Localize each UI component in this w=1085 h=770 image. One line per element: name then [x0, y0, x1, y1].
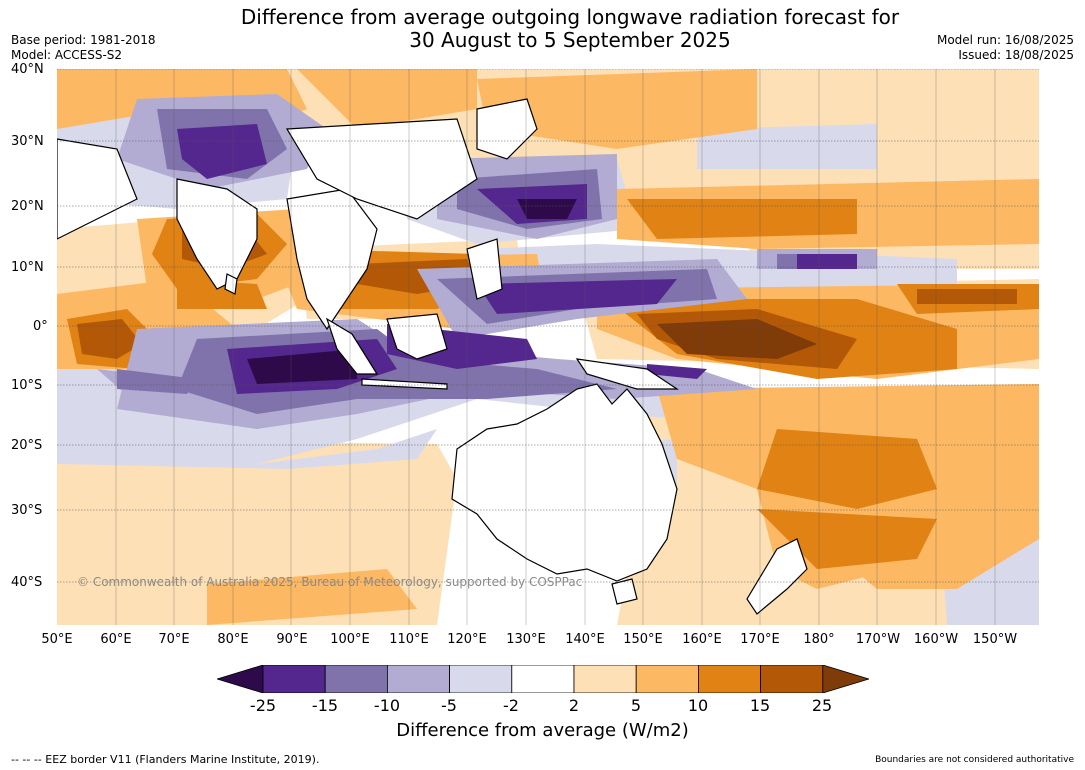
lon-label-130e: 130°E — [506, 632, 546, 647]
indochina-outline — [286, 188, 378, 331]
lat-label-40s: 40°S — [11, 575, 43, 590]
colorbar-tick: -5 — [441, 696, 457, 715]
lat-label-30s: 30°S — [11, 503, 43, 518]
colorbar-tick: 10 — [687, 696, 709, 715]
lon-label-170e: 170°E — [740, 632, 780, 647]
java-outline — [361, 378, 448, 390]
colorbar-cell — [511, 665, 575, 693]
lat-label-eq: 0° — [33, 319, 48, 334]
colorbar-cell — [573, 665, 637, 693]
lat-label-20n: 20°N — [11, 199, 44, 214]
lat-label-20s: 20°S — [11, 438, 43, 453]
colorbar-tick: -25 — [249, 696, 277, 715]
lon-label-150e: 150°E — [623, 632, 663, 647]
anomaly-below-minus25 — [247, 199, 577, 384]
lon-label-160w: 160°W — [913, 632, 959, 647]
model-text: Model: ACCESS-S2 — [11, 48, 123, 62]
colorbar-cell — [635, 665, 699, 693]
copyright-notice: © Commonwealth of Australia 2025, Bureau… — [77, 575, 583, 589]
colorbar-tick: -2 — [503, 696, 519, 715]
map-title-line2: 30 August to 5 September 2025 — [409, 28, 731, 52]
colorbar — [217, 665, 869, 693]
colorbar-tick: 25 — [811, 696, 833, 715]
colorbar-tick: -15 — [311, 696, 339, 715]
sumatra-outline — [325, 317, 379, 375]
lon-label-140e: 140°E — [565, 632, 605, 647]
colorbar-label: Difference from average (W/m2) — [396, 720, 689, 741]
colorbar-extend-low — [217, 665, 264, 693]
new-guinea-outline — [575, 358, 679, 390]
colorbar-cells — [217, 665, 869, 693]
base-period-text: Base period: 1981-2018 — [11, 33, 156, 47]
lon-label-170w: 170°W — [855, 632, 901, 647]
lon-label-160e: 160°E — [682, 632, 722, 647]
olr-anomaly-map — [57, 69, 1039, 625]
lat-label-40n: 40°N — [11, 62, 44, 77]
boundaries-disclaimer: Boundaries are not considered authoritat… — [875, 755, 1074, 765]
lon-label-100e: 100°E — [330, 632, 370, 647]
lon-label-120e: 120°E — [447, 632, 487, 647]
colorbar-cell — [386, 665, 450, 693]
meta-right: Model run: 16/08/2025 Issued: 18/08/2025 — [937, 33, 1074, 63]
landmass-outlines — [57, 98, 808, 615]
meridians — [115, 69, 996, 625]
sri-lanka-outline — [224, 273, 238, 295]
issued-text: Issued: 18/08/2025 — [958, 48, 1074, 62]
arabia-outline — [57, 138, 138, 240]
lon-label-50e: 50°E — [41, 632, 73, 647]
colorbar-cell — [324, 665, 388, 693]
lat-label-30n: 30°N — [11, 134, 44, 149]
lon-label-70e: 70°E — [158, 632, 190, 647]
new-zealand-outline — [746, 538, 808, 615]
lon-label-60e: 60°E — [100, 632, 132, 647]
china-outline — [285, 118, 478, 220]
model-run-text: Model run: 16/08/2025 — [936, 33, 1074, 47]
anomaly-above-25 — [657, 319, 817, 359]
colorbar-cell — [262, 665, 326, 693]
colorbar-cell — [449, 665, 513, 693]
lat-label-10s: 10°S — [11, 378, 43, 393]
tasmania-outline — [611, 578, 638, 605]
philippines-outline — [466, 238, 503, 300]
lon-label-90e: 90°E — [276, 632, 308, 647]
colorbar-tick: 5 — [630, 696, 642, 715]
lat-label-10n: 10°N — [11, 260, 44, 275]
colorbar-tick: 2 — [568, 696, 580, 715]
australia-outline — [451, 383, 678, 582]
meta-left: Base period: 1981-2018 Model: ACCESS-S2 — [11, 33, 156, 63]
colorbar-tick: 15 — [749, 696, 771, 715]
borneo-outline — [386, 313, 448, 360]
eez-border-note: -- -- -- EEZ border V11 (Flanders Marine… — [11, 753, 320, 766]
colorbar-tick: -10 — [373, 696, 401, 715]
colorbar-cell — [697, 665, 761, 693]
lon-label-80e: 80°E — [217, 632, 249, 647]
lon-label-110e: 110°E — [389, 632, 429, 647]
korea-japan-outline — [476, 98, 538, 160]
colorbar-cell — [760, 665, 824, 693]
lon-label-180: 180° — [803, 632, 835, 647]
map-title-line1: Difference from average outgoing longwav… — [240, 5, 900, 29]
lon-label-150w: 150°W — [972, 632, 1018, 647]
colorbar-extend-high — [822, 665, 869, 693]
